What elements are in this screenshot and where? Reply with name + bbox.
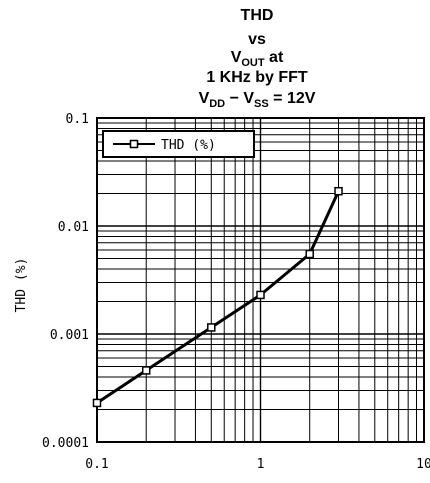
chart-title-line: VOUT at [231,49,284,69]
y-tick-label: 0.01 [58,220,89,235]
x-tick-label: 1 [257,457,265,472]
data-point-marker [207,323,216,332]
chart-legend: THD (%) [102,130,255,158]
plot-border [96,117,425,443]
series-thd [92,186,343,408]
y-tick-label: 0.0001 [42,436,89,451]
y-tick-label: 0.001 [50,328,89,343]
data-point-marker [305,249,314,259]
chart-title-line: THD [241,7,274,24]
y-tick-label: 0.1 [66,112,89,127]
legend-label: THD (%) [161,138,216,153]
data-point-marker [334,186,343,196]
chart-grid [96,118,424,443]
series-line [96,190,340,405]
x-axis-ticks: 0.1 1 10 [85,457,430,472]
chart-title-line: vs [248,31,266,48]
y-axis-label: THD (%) [14,258,29,313]
legend-marker [129,139,139,149]
data-point-marker [141,366,151,375]
x-tick-label: 10 [416,457,430,472]
chart-title-line: 1 KHz by FFT [206,69,308,86]
data-point-marker [256,290,265,300]
plot-frame [96,117,425,443]
chart-title-line: VDD − VSS = 12V [199,90,316,110]
y-axis-ticks: 0.1 0.01 0.001 0.0001 [42,112,89,451]
data-point-marker [92,398,102,408]
x-tick-label: 0.1 [85,457,108,472]
